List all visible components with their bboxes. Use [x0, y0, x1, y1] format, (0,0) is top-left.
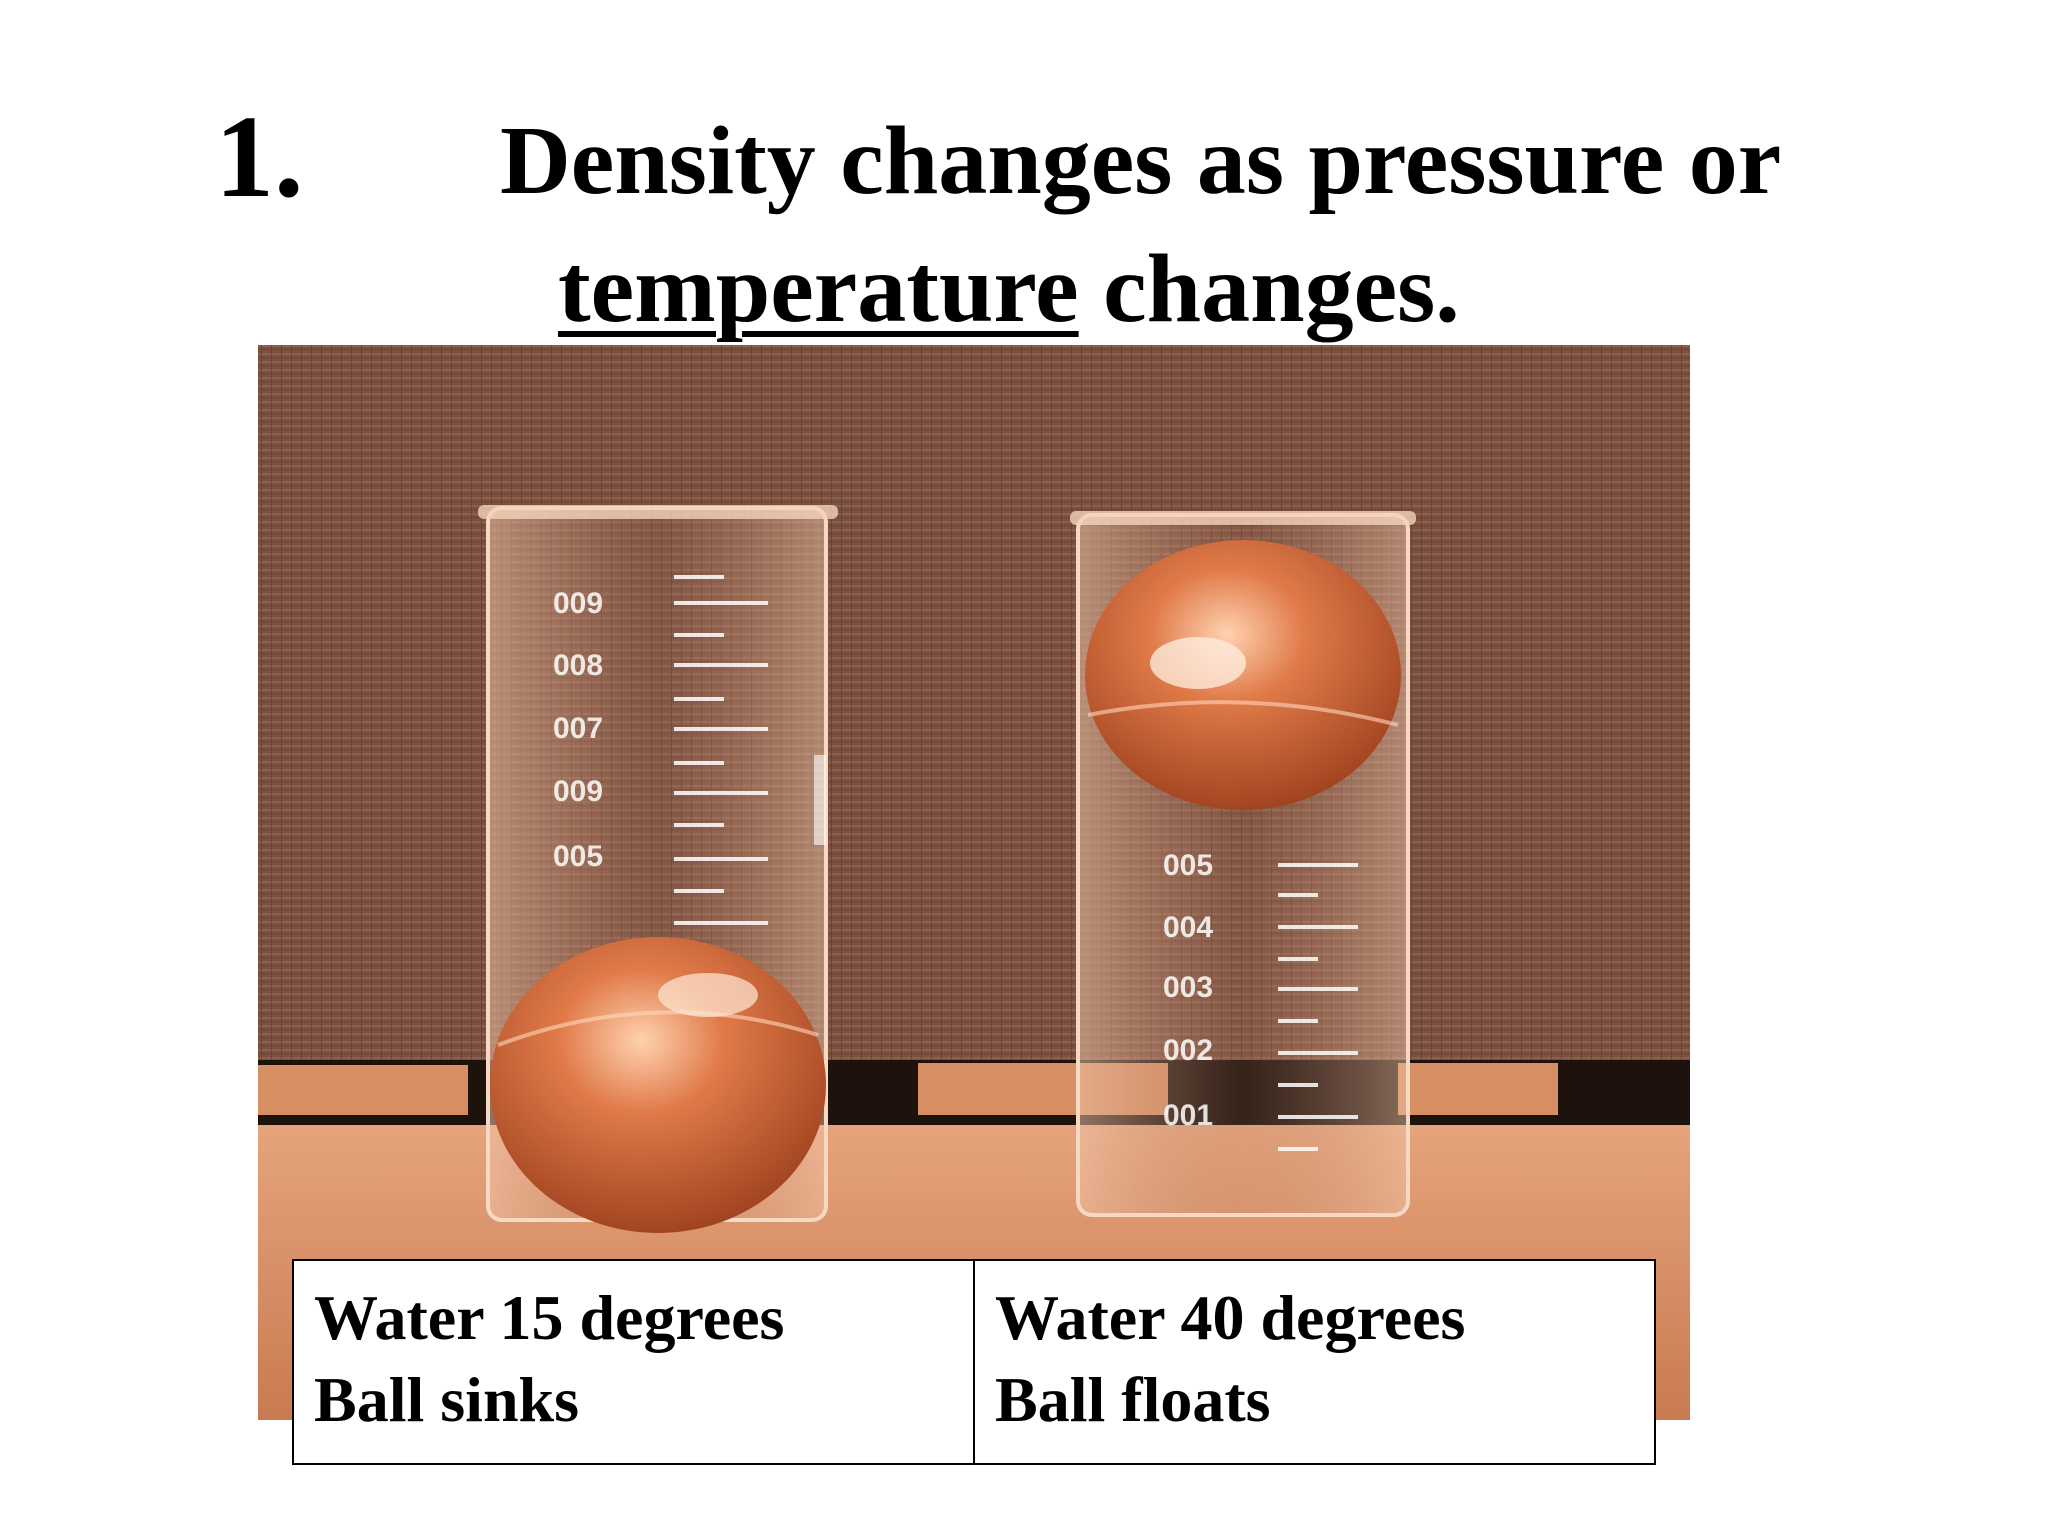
caption-row: Water 15 degrees Ball sinks Water 40 deg… — [292, 1259, 1656, 1465]
svg-text:002: 002 — [1163, 1034, 1213, 1067]
caption-left-line-2: Ball sinks — [314, 1364, 580, 1435]
floating-ball — [1085, 540, 1401, 810]
title-number: 1. — [215, 91, 304, 222]
caption-right-line-1: Water 40 degrees — [995, 1282, 1466, 1353]
svg-text:005: 005 — [553, 840, 603, 873]
left-beaker: 009 008 007 009 005 — [478, 505, 838, 1233]
caption-left-line-1: Water 15 degrees — [314, 1282, 785, 1353]
svg-text:004: 004 — [1163, 911, 1213, 944]
slide-title: 1. Density changes as pressure or temper… — [0, 88, 2048, 348]
svg-text:009: 009 — [553, 587, 603, 620]
svg-text:007: 007 — [553, 712, 603, 745]
title-line-2: temperature changes. — [558, 240, 1460, 338]
caption-right-line-2: Ball floats — [995, 1364, 1271, 1435]
svg-text:008: 008 — [553, 649, 603, 682]
right-beaker: 005 004 003 002 001 — [1070, 511, 1416, 1217]
title-line-2-rest: changes. — [1078, 235, 1460, 343]
sinking-ball — [490, 937, 826, 1233]
svg-text:009: 009 — [553, 775, 603, 808]
svg-text:001: 001 — [1163, 1099, 1213, 1132]
caption-table: Water 15 degrees Ball sinks Water 40 deg… — [292, 1259, 1656, 1465]
svg-text:003: 003 — [1163, 971, 1213, 1004]
caption-right: Water 40 degrees Ball floats — [973, 1259, 1656, 1465]
title-underlined-word: temperature — [558, 235, 1079, 343]
title-line-1: Density changes as pressure or — [500, 107, 1782, 215]
caption-left: Water 15 degrees Ball sinks — [292, 1259, 975, 1465]
svg-text:005: 005 — [1163, 849, 1213, 882]
wall-background — [258, 345, 1690, 1065]
